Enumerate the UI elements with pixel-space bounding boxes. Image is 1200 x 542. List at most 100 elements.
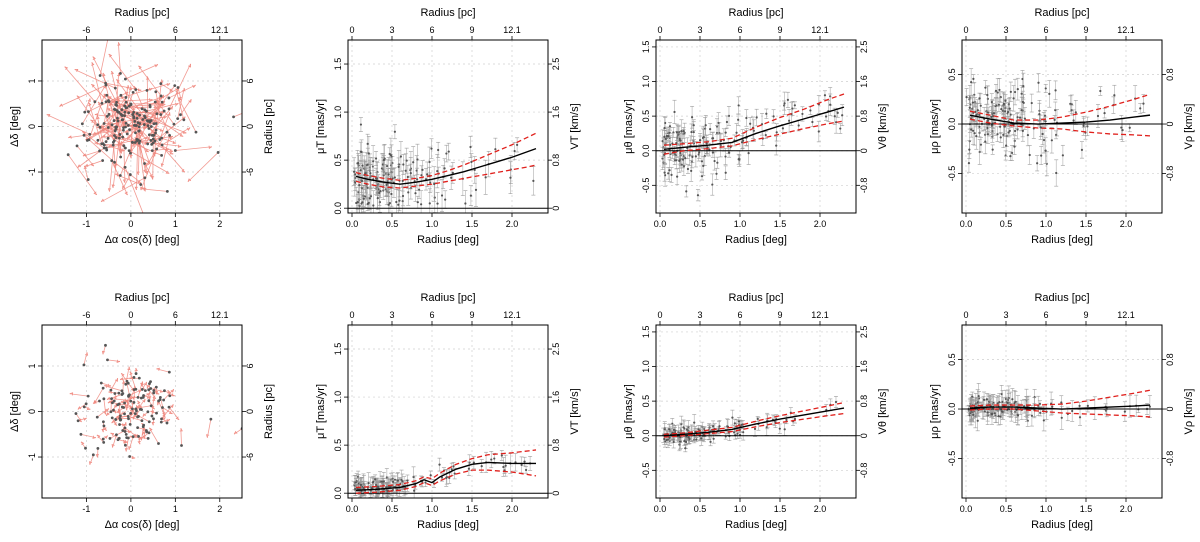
- star-point: [182, 118, 186, 122]
- data-point: [765, 112, 768, 115]
- top-tick-label: 6: [1043, 25, 1048, 35]
- data-point: [735, 131, 738, 134]
- star-point: [126, 415, 130, 418]
- data-point: [736, 432, 739, 435]
- pm-vector-head: [150, 410, 155, 414]
- right-tick-label: 2.5: [551, 343, 561, 356]
- pm-vector-head: [124, 91, 129, 96]
- data-point: [406, 175, 409, 179]
- star-point: [101, 159, 105, 162]
- pm-vector: [103, 93, 134, 113]
- pm-vector-head: [89, 461, 93, 465]
- pm-vector-head: [170, 389, 175, 393]
- data-point: [1030, 101, 1033, 105]
- star-point: [115, 100, 118, 104]
- data-point: [359, 123, 363, 126]
- star-point: [99, 381, 103, 385]
- data-point: [700, 437, 703, 440]
- data-point: [520, 463, 523, 467]
- data-point: [704, 124, 707, 127]
- pm-vector-head: [92, 435, 96, 439]
- data-point: [783, 428, 786, 431]
- pm-vector-head: [139, 436, 144, 441]
- data-point: [829, 103, 832, 106]
- pm-vector-head: [123, 439, 127, 444]
- right-tick-label: 0: [551, 206, 561, 211]
- pm-vector: [153, 142, 174, 155]
- pm-vector-head: [46, 114, 51, 118]
- star-point: [82, 133, 86, 137]
- data-point: [676, 175, 679, 178]
- pm-vector-head: [83, 165, 88, 170]
- data-point: [1099, 89, 1102, 93]
- data-point: [361, 201, 364, 204]
- star-point: [159, 94, 163, 98]
- pm-vector-head: [110, 134, 114, 138]
- data-point: [999, 136, 1002, 139]
- data-point: [382, 158, 386, 162]
- x-tick-label: 0: [128, 219, 133, 229]
- pm-vector: [96, 434, 104, 443]
- data-point: [742, 431, 745, 434]
- star-point: [149, 404, 153, 408]
- star-point: [143, 389, 147, 393]
- star-point: [149, 125, 153, 128]
- pm-vector-head: [145, 162, 150, 167]
- data-point: [436, 170, 439, 173]
- data-point: [994, 89, 998, 92]
- right-axis-title: Radius [pc]: [263, 99, 275, 154]
- data-point: [801, 112, 804, 116]
- y-tick-label: 0.5: [641, 110, 651, 123]
- data-point: [973, 93, 976, 96]
- data-point: [1004, 99, 1007, 102]
- data-point: [1010, 151, 1014, 155]
- pm-vector-head: [80, 441, 85, 446]
- star-point: [149, 119, 153, 122]
- pm-vector-head: [181, 169, 186, 173]
- pm-vector: [187, 152, 219, 183]
- data-point: [1023, 117, 1026, 120]
- star-point: [102, 146, 106, 150]
- star-point: [91, 453, 95, 457]
- data-point: [509, 176, 512, 179]
- star-point: [83, 110, 87, 114]
- data-point: [737, 420, 741, 423]
- data-point: [1072, 119, 1075, 122]
- pm-vector-head: [102, 135, 106, 139]
- data-point: [420, 174, 423, 177]
- right-tick-label: 0: [859, 148, 869, 153]
- right-tick-label: 1.6: [859, 360, 869, 373]
- data-point: [1016, 88, 1019, 91]
- data-point: [1013, 90, 1017, 94]
- data-point: [356, 162, 359, 165]
- data-point: [1030, 414, 1033, 417]
- star-point: [123, 110, 127, 114]
- y-axis-title: μT [mas/yr]: [315, 384, 327, 439]
- pm-vector-head: [113, 165, 117, 169]
- pm-vector-head: [113, 422, 118, 426]
- data-point: [416, 178, 419, 181]
- data-point: [982, 398, 986, 401]
- data-point: [1096, 114, 1100, 118]
- data-point: [695, 438, 698, 441]
- pm-vector: [140, 148, 158, 191]
- pm-vector: [141, 381, 147, 390]
- pm-vector: [102, 345, 106, 355]
- data-point: [1086, 404, 1089, 408]
- data-point: [1006, 110, 1010, 114]
- plot-area: [348, 117, 548, 213]
- star-point: [127, 104, 131, 108]
- star-point: [155, 147, 159, 151]
- data-point: [359, 169, 362, 172]
- top-axis-title: Radius [pc]: [1034, 7, 1089, 19]
- star-point: [139, 183, 143, 186]
- data-point: [382, 480, 385, 483]
- pm-vector-head: [169, 151, 174, 155]
- data-point: [504, 464, 507, 467]
- star-point: [113, 129, 117, 133]
- data-point: [968, 148, 971, 151]
- data-point: [397, 165, 400, 168]
- data-point: [692, 130, 695, 134]
- star-point: [145, 89, 149, 92]
- data-point: [965, 96, 968, 99]
